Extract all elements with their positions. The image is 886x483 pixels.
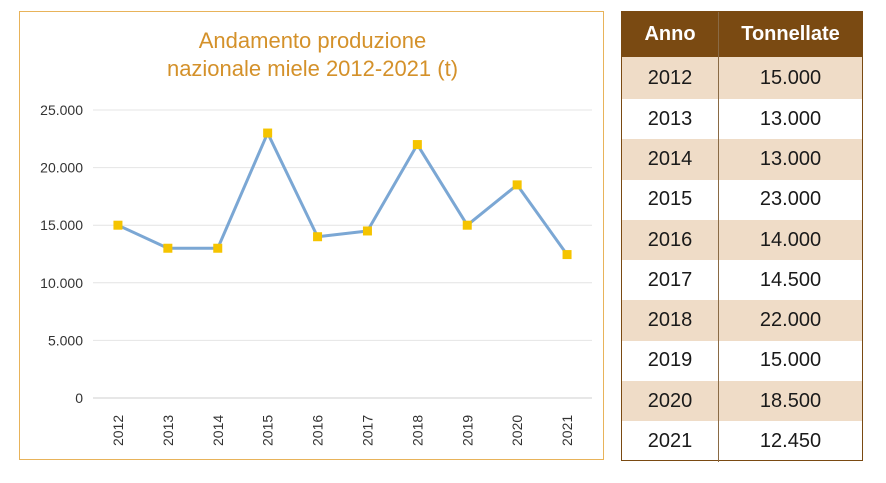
table-cell-year: 2021 (622, 421, 719, 462)
table-cell-year: 2019 (622, 340, 719, 382)
table-body: 2012 15.000 2013 13.000 2014 13.000 2015 23.000… (622, 57, 862, 462)
table-cell-year: 2016 (622, 219, 719, 261)
y-tick-label: 5.000 (48, 332, 83, 348)
x-tick-label: 2021 (559, 415, 575, 446)
table-cell-value: 14.000 (759, 228, 822, 251)
table-row: 2021 12.450 (622, 421, 862, 462)
chart-title: Andamento produzione nazionale miele 201… (20, 27, 605, 83)
table-row: 2013 13.000 (622, 99, 862, 140)
data-point (412, 140, 422, 150)
y-tick-label: 20.000 (40, 160, 83, 176)
y-tick-label: 15.000 (40, 217, 83, 233)
table-cell-value: 23.000 (759, 188, 822, 211)
data-point (512, 180, 522, 190)
data-point (213, 243, 223, 253)
table-row: 2014 13.000 (622, 139, 862, 180)
table-cell-value: 13.000 (759, 147, 822, 170)
data-point (113, 220, 123, 230)
x-tick-label: 2019 (459, 415, 475, 446)
table-cell-year: 2020 (622, 381, 719, 422)
x-tick-label: 2015 (260, 415, 276, 446)
table-row: 2017 14.500 (622, 260, 862, 301)
table-cell-year: 2013 (622, 99, 719, 140)
x-tick-label: 2016 (310, 415, 326, 446)
data-point (163, 243, 173, 253)
data-point (562, 250, 572, 260)
header-year: Anno (622, 12, 719, 57)
data-point (313, 232, 323, 242)
line-chart: 0 5.000 10.000 15.000 20.000 25.000 2012 2013 20… (40, 102, 592, 446)
table-cell-value: 12.450 (759, 430, 822, 453)
x-tick-label: 2020 (509, 415, 525, 446)
table-cell-value: 15.000 (759, 66, 822, 89)
table-cell-year: 2015 (622, 179, 719, 220)
table-cell-value: 15.000 (759, 349, 822, 372)
table-cell-value: 14.500 (759, 268, 822, 291)
table-row: 2019 15.000 (622, 340, 862, 382)
data-table: Anno Tonnellate 2012 15.000 2013 13.000 2014… (621, 11, 863, 462)
y-tick-label: 10.000 (40, 275, 83, 291)
table-cell-year: 2014 (622, 139, 719, 180)
data-point (362, 226, 372, 236)
table-cell-year: 2018 (622, 300, 719, 341)
chart-panel: Andamento produzione nazionale miele 201… (19, 11, 604, 460)
y-tick-label: 25.000 (40, 102, 83, 118)
table-cell-value: 18.500 (759, 389, 822, 412)
table-row: 2018 22.000 (622, 300, 862, 341)
y-tick-label: 0 (75, 390, 83, 406)
table-row: 2020 18.500 (622, 381, 862, 422)
chart-title-line-1: Andamento produzione (198, 28, 427, 53)
data-point (263, 128, 273, 138)
table-header: Anno Tonnellate (622, 12, 862, 57)
data-point (462, 220, 472, 230)
x-tick-label: 2013 (160, 415, 176, 446)
x-tick-label: 2014 (210, 415, 226, 446)
table-row: 2012 15.000 (622, 57, 862, 99)
table-row: 2015 23.000 (622, 179, 862, 220)
x-tick-label: 2017 (359, 415, 375, 446)
table-row: 2016 14.000 (622, 219, 862, 261)
table-cell-value: 22.000 (759, 309, 822, 332)
x-tick-label: 2018 (409, 415, 425, 446)
table-cell-value: 13.000 (759, 107, 822, 130)
series-line (117, 131, 569, 256)
chart-title-line-2: nazionale miele 2012-2021 (t) (166, 56, 459, 81)
x-tick-label: 2012 (110, 415, 126, 446)
table-cell-year: 2012 (622, 57, 719, 99)
header-value: Tonnellate (741, 23, 840, 45)
table-cell-year: 2017 (622, 260, 719, 301)
